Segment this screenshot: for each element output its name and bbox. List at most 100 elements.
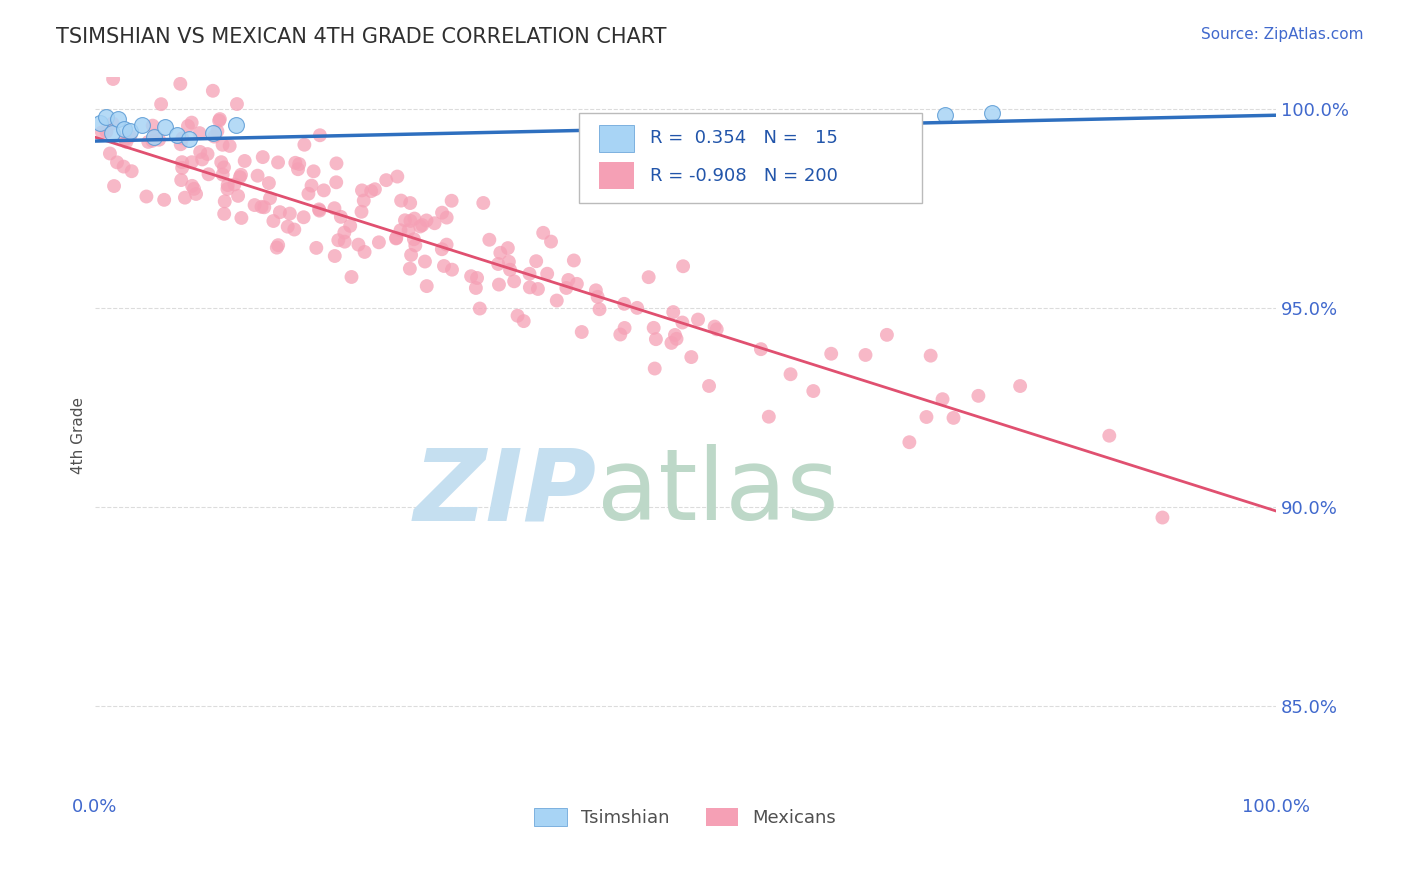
Point <box>499 262 522 277</box>
Point <box>201 84 224 98</box>
Point <box>540 235 562 249</box>
Point <box>169 77 191 91</box>
Point <box>197 147 219 161</box>
Point <box>415 213 437 227</box>
Point <box>110 57 132 71</box>
Point <box>468 301 491 316</box>
Point <box>259 191 281 205</box>
Point <box>519 267 541 281</box>
Legend: Tsimshian, Mexicans: Tsimshian, Mexicans <box>527 801 844 834</box>
Point <box>536 267 558 281</box>
Point <box>876 327 898 342</box>
Point <box>779 368 801 382</box>
Point <box>96 125 118 139</box>
Point <box>758 409 780 424</box>
Point <box>489 245 512 260</box>
Point <box>486 257 509 271</box>
Point <box>555 281 578 295</box>
Point <box>686 312 709 326</box>
Point <box>287 162 309 177</box>
Text: R = -0.908   N = 200: R = -0.908 N = 200 <box>650 167 838 185</box>
Point <box>585 283 607 297</box>
Point <box>170 173 193 187</box>
Point <box>440 262 463 277</box>
Point <box>385 231 408 245</box>
Point <box>217 178 239 192</box>
Text: atlas: atlas <box>596 444 838 541</box>
Point <box>208 113 231 128</box>
Point <box>226 189 249 203</box>
Point <box>180 155 202 169</box>
Point <box>283 222 305 236</box>
Point <box>214 194 236 209</box>
Point <box>389 223 412 237</box>
Point <box>253 200 276 214</box>
Point <box>172 131 194 145</box>
Point <box>409 219 432 234</box>
Point <box>174 191 197 205</box>
Point <box>404 211 426 226</box>
Point <box>801 384 824 398</box>
Point <box>292 137 315 152</box>
Point <box>399 261 422 276</box>
Point <box>309 128 332 143</box>
Point <box>557 273 579 287</box>
Point <box>98 146 121 161</box>
Point <box>177 132 200 146</box>
Point <box>143 128 166 143</box>
Point <box>225 118 247 132</box>
Point <box>385 231 408 245</box>
Point <box>360 184 382 198</box>
Point <box>257 176 280 190</box>
Point <box>325 156 347 170</box>
Point <box>465 271 488 285</box>
Text: R =  0.354   N =   15: R = 0.354 N = 15 <box>650 129 838 147</box>
Point <box>308 203 330 218</box>
Point <box>413 254 436 268</box>
Point <box>430 205 453 219</box>
Point <box>898 435 921 450</box>
Point <box>226 97 249 112</box>
Point <box>394 213 416 227</box>
Point <box>201 126 224 140</box>
Point <box>181 178 204 193</box>
Point <box>262 214 284 228</box>
Point <box>399 248 422 262</box>
Point <box>208 112 231 127</box>
Point <box>120 129 142 144</box>
Point <box>398 223 420 237</box>
Point <box>387 169 409 184</box>
Point <box>440 194 463 208</box>
Point <box>141 134 163 148</box>
Point <box>436 237 458 252</box>
Point <box>329 210 352 224</box>
Point <box>931 392 953 407</box>
Point <box>101 126 124 140</box>
Point <box>915 409 938 424</box>
Point <box>197 167 219 181</box>
Point <box>252 150 274 164</box>
Point <box>527 282 550 296</box>
Point <box>305 241 328 255</box>
Point <box>643 321 665 335</box>
Point <box>243 198 266 212</box>
Point <box>107 112 129 127</box>
Point <box>267 238 290 252</box>
Point <box>103 179 125 194</box>
Point <box>325 175 347 189</box>
Point <box>212 161 235 175</box>
Point <box>150 97 173 112</box>
Point <box>202 129 225 144</box>
Point <box>89 116 111 130</box>
Point <box>340 270 363 285</box>
Point <box>229 170 252 185</box>
Point <box>524 254 547 268</box>
Point <box>333 235 356 249</box>
Point <box>267 155 290 169</box>
Point <box>1152 510 1174 524</box>
Point <box>101 72 124 87</box>
Point <box>496 241 519 255</box>
Point <box>506 309 529 323</box>
Point <box>312 183 335 197</box>
Point <box>323 249 346 263</box>
